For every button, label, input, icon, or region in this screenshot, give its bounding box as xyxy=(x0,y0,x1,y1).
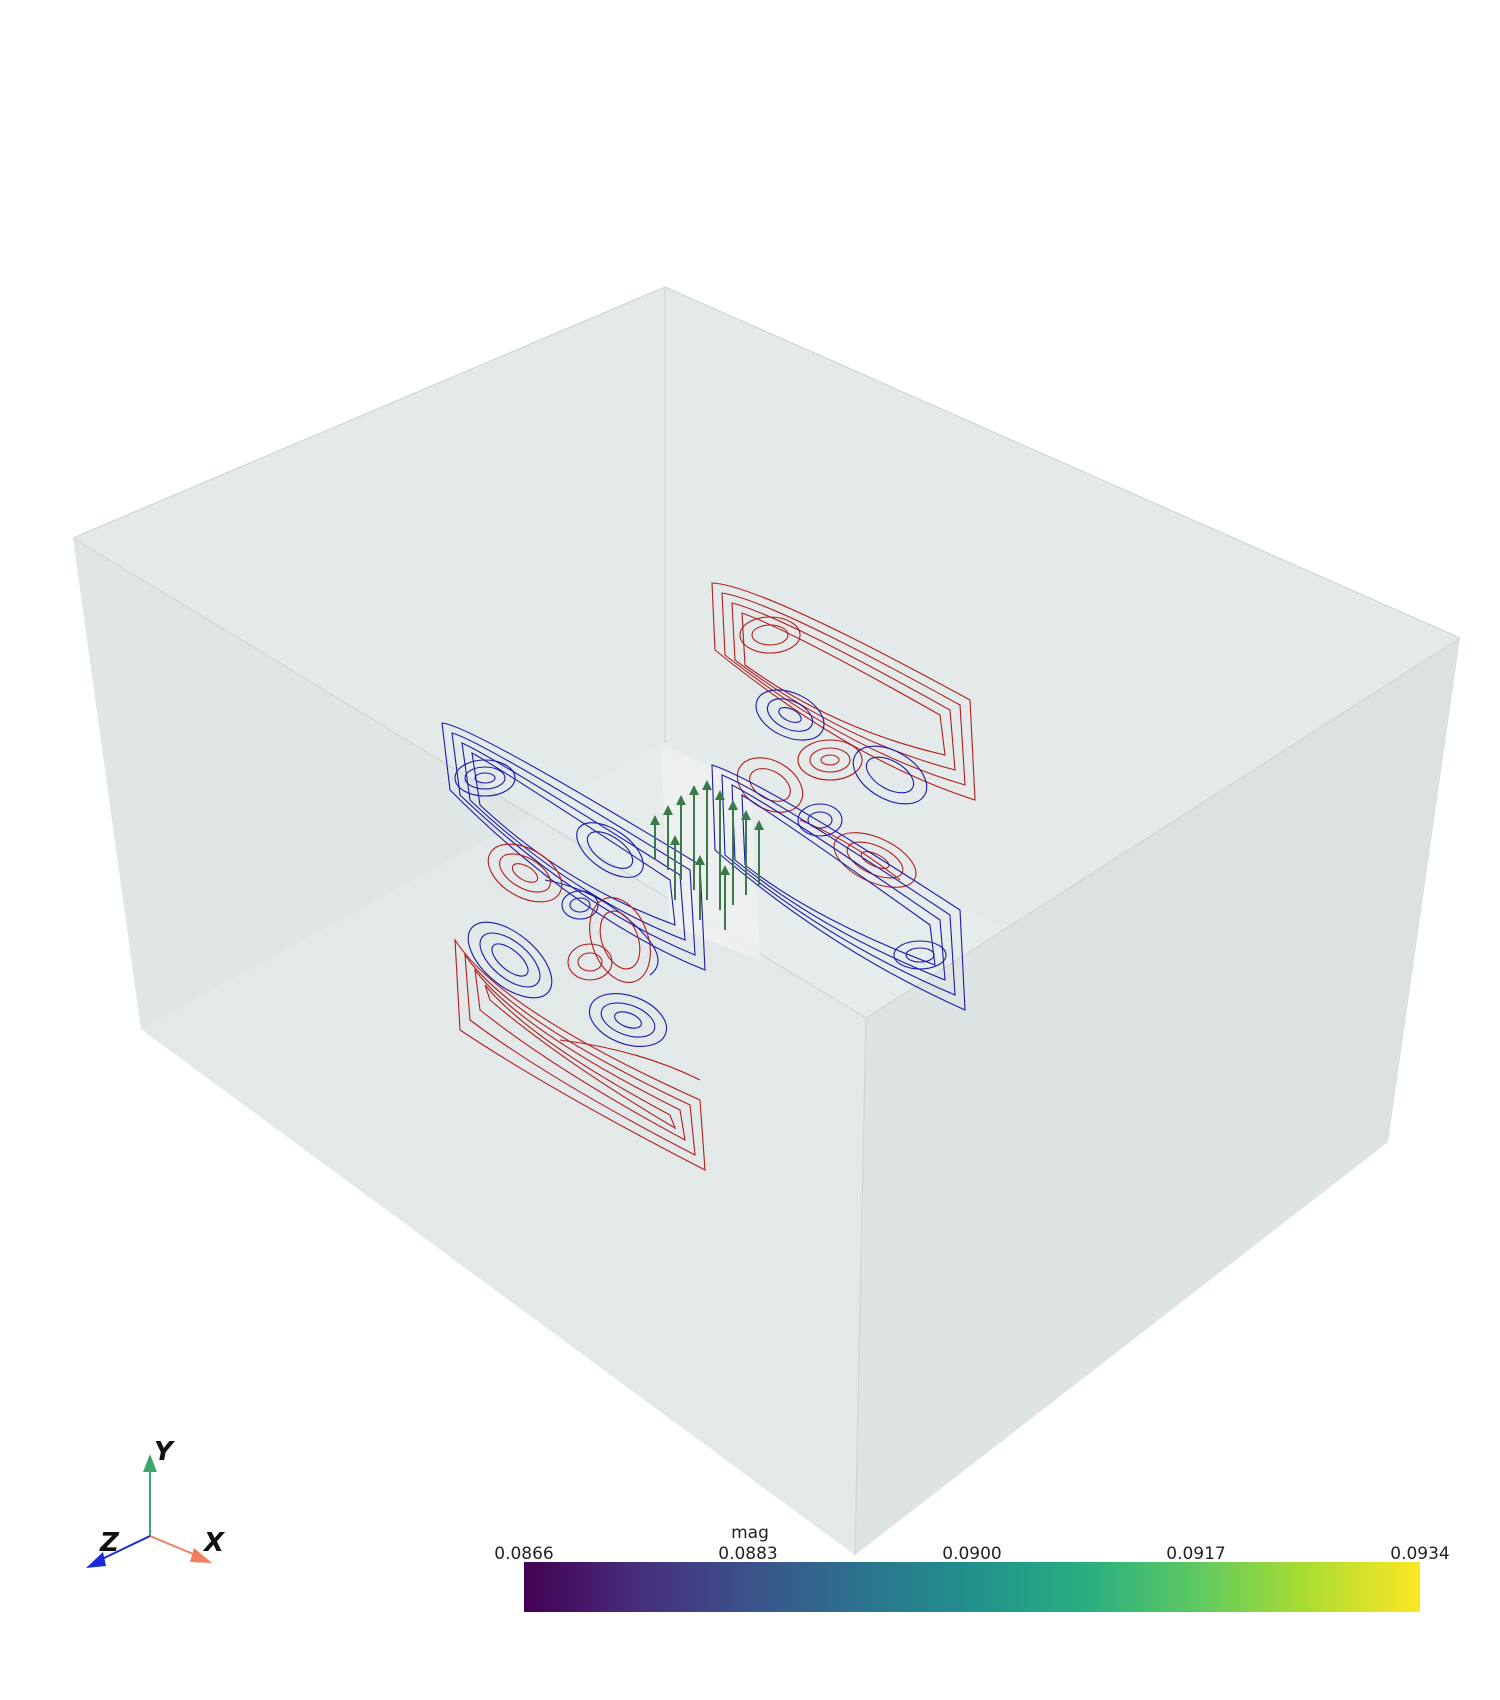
colorbar-title: mag xyxy=(731,1523,769,1543)
x-axis-label: X xyxy=(202,1528,226,1558)
y-axis-arrowhead xyxy=(143,1454,157,1472)
colorbar-tick-4: 0.0934 xyxy=(1390,1544,1450,1564)
z-axis-line xyxy=(99,1535,151,1561)
box-front-left-face xyxy=(73,538,866,1555)
right-streamline-plane xyxy=(711,582,976,1011)
box-front-right-face xyxy=(855,638,1460,1555)
colorbar-tick-3: 0.0917 xyxy=(1166,1544,1226,1564)
orientation-axes[interactable]: Y X Z xyxy=(86,1437,226,1568)
vector-glyphs xyxy=(650,780,764,930)
z-axis-label: Z xyxy=(99,1528,120,1558)
y-axis-label: Y xyxy=(154,1437,176,1467)
x-axis-arrowhead xyxy=(190,1548,212,1563)
domain-box xyxy=(72,286,1461,1556)
z-axis-arrowhead xyxy=(86,1552,106,1568)
colorbar-tick-2: 0.0900 xyxy=(942,1544,1002,1564)
colorbar-tick-1: 0.0883 xyxy=(718,1544,778,1564)
colorbar-gradient xyxy=(524,1562,1420,1612)
colorbar-tick-0: 0.0866 xyxy=(494,1544,554,1564)
x-axis-line xyxy=(149,1535,199,1557)
left-streamline-plane xyxy=(441,722,706,1171)
